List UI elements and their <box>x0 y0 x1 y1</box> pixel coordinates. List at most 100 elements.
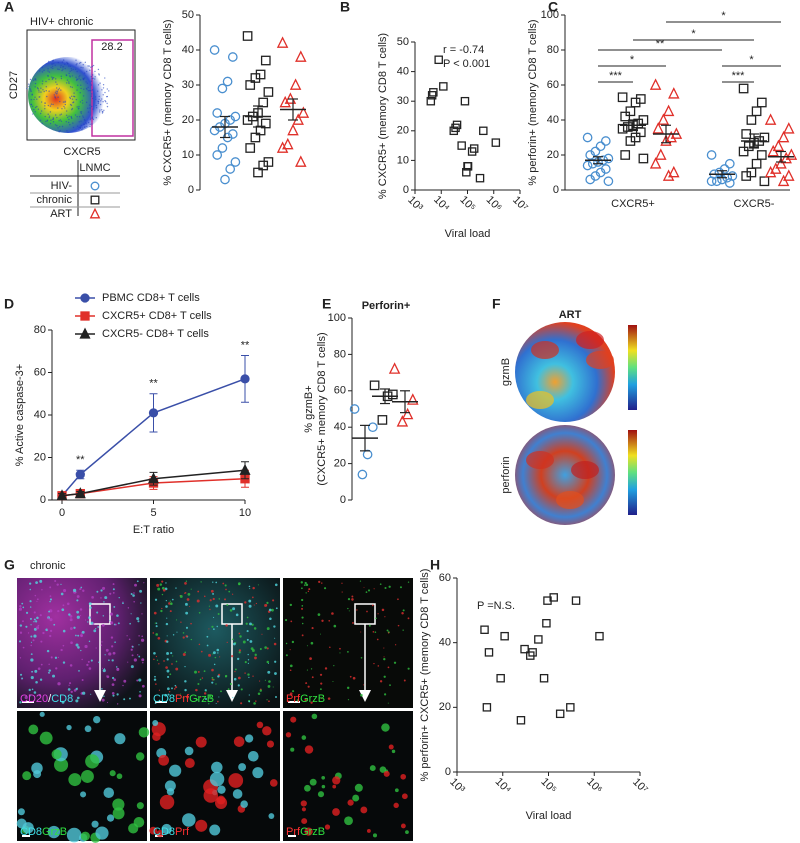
panel-label: A <box>4 0 14 15</box>
data-point <box>660 134 672 146</box>
heat-blob <box>576 331 604 349</box>
speckle <box>175 587 177 589</box>
data-point <box>396 415 409 427</box>
speckle <box>182 653 186 656</box>
flow-event <box>67 121 70 124</box>
speckle <box>152 632 155 634</box>
flow-event <box>102 84 105 86</box>
speckle <box>102 586 106 590</box>
speckle <box>130 648 133 651</box>
flow-event <box>41 83 44 85</box>
y-tick-label: 20 <box>439 701 451 713</box>
caption: PrfGrzB <box>286 693 325 705</box>
speckle <box>264 646 267 649</box>
data-point <box>452 120 462 130</box>
speckle <box>304 698 307 702</box>
speckle <box>248 604 252 608</box>
speckle <box>274 672 277 675</box>
speckle <box>31 670 34 673</box>
data-point <box>622 122 633 132</box>
speckle <box>60 592 64 596</box>
speckle <box>31 762 43 774</box>
flow-event <box>86 125 88 128</box>
flow-event <box>80 112 83 115</box>
flow-event <box>68 72 70 75</box>
speckle <box>77 634 80 637</box>
speckle <box>228 590 231 593</box>
speckle <box>217 700 219 703</box>
flow-event <box>36 105 38 108</box>
flow-event <box>30 89 32 91</box>
speckle <box>36 600 38 602</box>
speckle <box>225 588 227 591</box>
flow-event <box>85 101 88 104</box>
speckle <box>248 676 250 679</box>
annotation: P < 0.001 <box>443 58 490 70</box>
speckle <box>321 619 324 622</box>
speckle <box>63 589 67 593</box>
speckle <box>82 589 85 592</box>
speckle <box>109 592 112 595</box>
speckle <box>51 657 53 659</box>
speckle <box>332 784 337 789</box>
speckle <box>47 671 50 674</box>
caption-part: CD8 <box>20 826 42 838</box>
speckle <box>248 750 259 762</box>
speckle <box>113 605 116 608</box>
speckle <box>301 634 304 637</box>
speckle <box>159 794 175 810</box>
speckle <box>240 688 243 691</box>
speckle <box>300 800 307 807</box>
speckle <box>248 585 251 588</box>
flow-event <box>40 91 42 93</box>
speckle <box>75 643 79 647</box>
flow-event <box>78 128 80 131</box>
speckle <box>394 788 399 793</box>
flow-event <box>29 78 32 81</box>
flow-event <box>82 95 85 97</box>
speckle <box>116 667 120 671</box>
speckle <box>227 688 230 691</box>
speckle <box>196 698 199 701</box>
data-point <box>668 165 680 178</box>
flow-event <box>78 126 80 129</box>
significance-label: ** <box>656 38 665 50</box>
speckle <box>166 652 170 655</box>
speckle <box>289 603 293 607</box>
flow-event <box>41 122 43 125</box>
flow-event <box>56 83 58 85</box>
flow-event <box>91 105 93 108</box>
data-point <box>649 78 662 90</box>
flow-event <box>71 117 73 120</box>
data-point <box>75 469 85 480</box>
caption-part: GrzB <box>300 693 325 705</box>
data-point <box>460 96 470 106</box>
speckle <box>216 648 220 652</box>
data-point <box>496 673 505 683</box>
speckle <box>140 638 145 642</box>
significance-label: ** <box>76 454 85 466</box>
speckle <box>156 829 164 838</box>
flow-event <box>75 98 78 101</box>
heat-blob <box>531 341 559 359</box>
speckle <box>266 627 270 631</box>
data-point <box>387 389 398 400</box>
caption-part: Prf <box>175 693 190 705</box>
speckle <box>347 598 351 601</box>
data-point <box>297 106 310 118</box>
speckle <box>61 700 65 704</box>
flow-event <box>30 99 33 101</box>
flow-event <box>69 96 71 99</box>
speckle <box>55 667 58 670</box>
speckle <box>33 691 37 694</box>
speckle <box>285 642 288 645</box>
speckle <box>290 620 293 623</box>
speckle <box>154 622 157 624</box>
speckle <box>175 660 178 663</box>
y-axis-label: (CXCR5+ memory CD8 T cells) <box>316 332 328 485</box>
legend-marker <box>89 207 101 219</box>
speckle <box>170 602 173 606</box>
speckle <box>40 640 43 643</box>
data-point <box>407 393 419 405</box>
data-point <box>426 96 436 106</box>
